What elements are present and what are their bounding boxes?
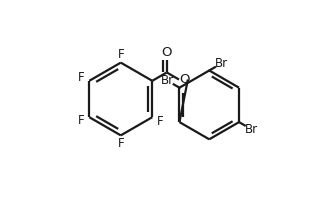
Text: F: F — [118, 48, 124, 61]
Text: O: O — [161, 46, 172, 59]
Text: F: F — [78, 114, 85, 127]
Text: Br: Br — [215, 57, 228, 70]
Text: F: F — [78, 71, 85, 84]
Text: F: F — [156, 115, 163, 128]
Text: O: O — [180, 73, 190, 87]
Text: Br: Br — [161, 74, 174, 87]
Text: F: F — [118, 137, 124, 150]
Text: Br: Br — [245, 123, 258, 136]
